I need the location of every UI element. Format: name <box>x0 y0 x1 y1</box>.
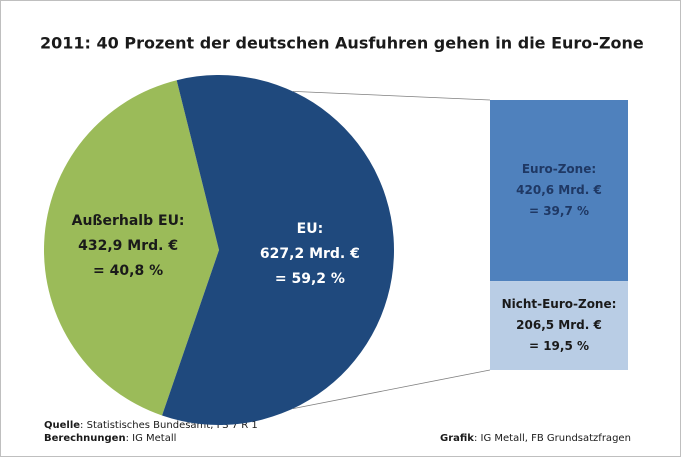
graphic-label: Grafik <box>440 433 474 444</box>
segment-label: Euro-Zone: <box>522 162 596 176</box>
connector <box>292 90 491 101</box>
slice-label: = 59,2 % <box>275 271 345 287</box>
segment-label: 206,5 Mrd. € <box>516 318 602 332</box>
connectors <box>292 90 491 409</box>
source: Quelle: Statistisches Bundesamt, FS 7 R … <box>44 420 258 431</box>
connector <box>292 369 491 409</box>
source-text: : Statistisches Bundesamt, FS 7 R 1 <box>80 420 258 431</box>
slice-label: Außerhalb EU: <box>72 213 185 229</box>
pie-slice <box>44 80 219 416</box>
calc-text: : IG Metall <box>126 433 177 444</box>
segment-label: = 39,7 % <box>529 204 589 218</box>
slice-label: 627,2 Mrd. € <box>260 246 360 262</box>
calc-label: Berechnungen <box>44 433 126 444</box>
calc: Berechnungen: IG Metall <box>44 433 176 444</box>
graphic-text: : IG Metall, FB Grundsatzfragen <box>474 433 631 444</box>
graphic: Grafik: IG Metall, FB Grundsatzfragen <box>440 433 631 444</box>
slice-label: 432,9 Mrd. € <box>78 238 178 254</box>
bar-segment <box>490 100 628 282</box>
slice-label: EU: <box>297 221 324 237</box>
segment-label: Nicht-Euro-Zone: <box>502 297 617 311</box>
segment-label: = 19,5 % <box>529 339 589 353</box>
chart-title: 2011: 40 Prozent der deutschen Ausfuhren… <box>40 34 644 53</box>
slice-label: = 40,8 % <box>93 263 163 279</box>
pie-slice <box>162 75 394 426</box>
segment-label: 420,6 Mrd. € <box>516 183 602 197</box>
bar-segment <box>490 281 628 370</box>
source-label: Quelle <box>44 420 80 431</box>
